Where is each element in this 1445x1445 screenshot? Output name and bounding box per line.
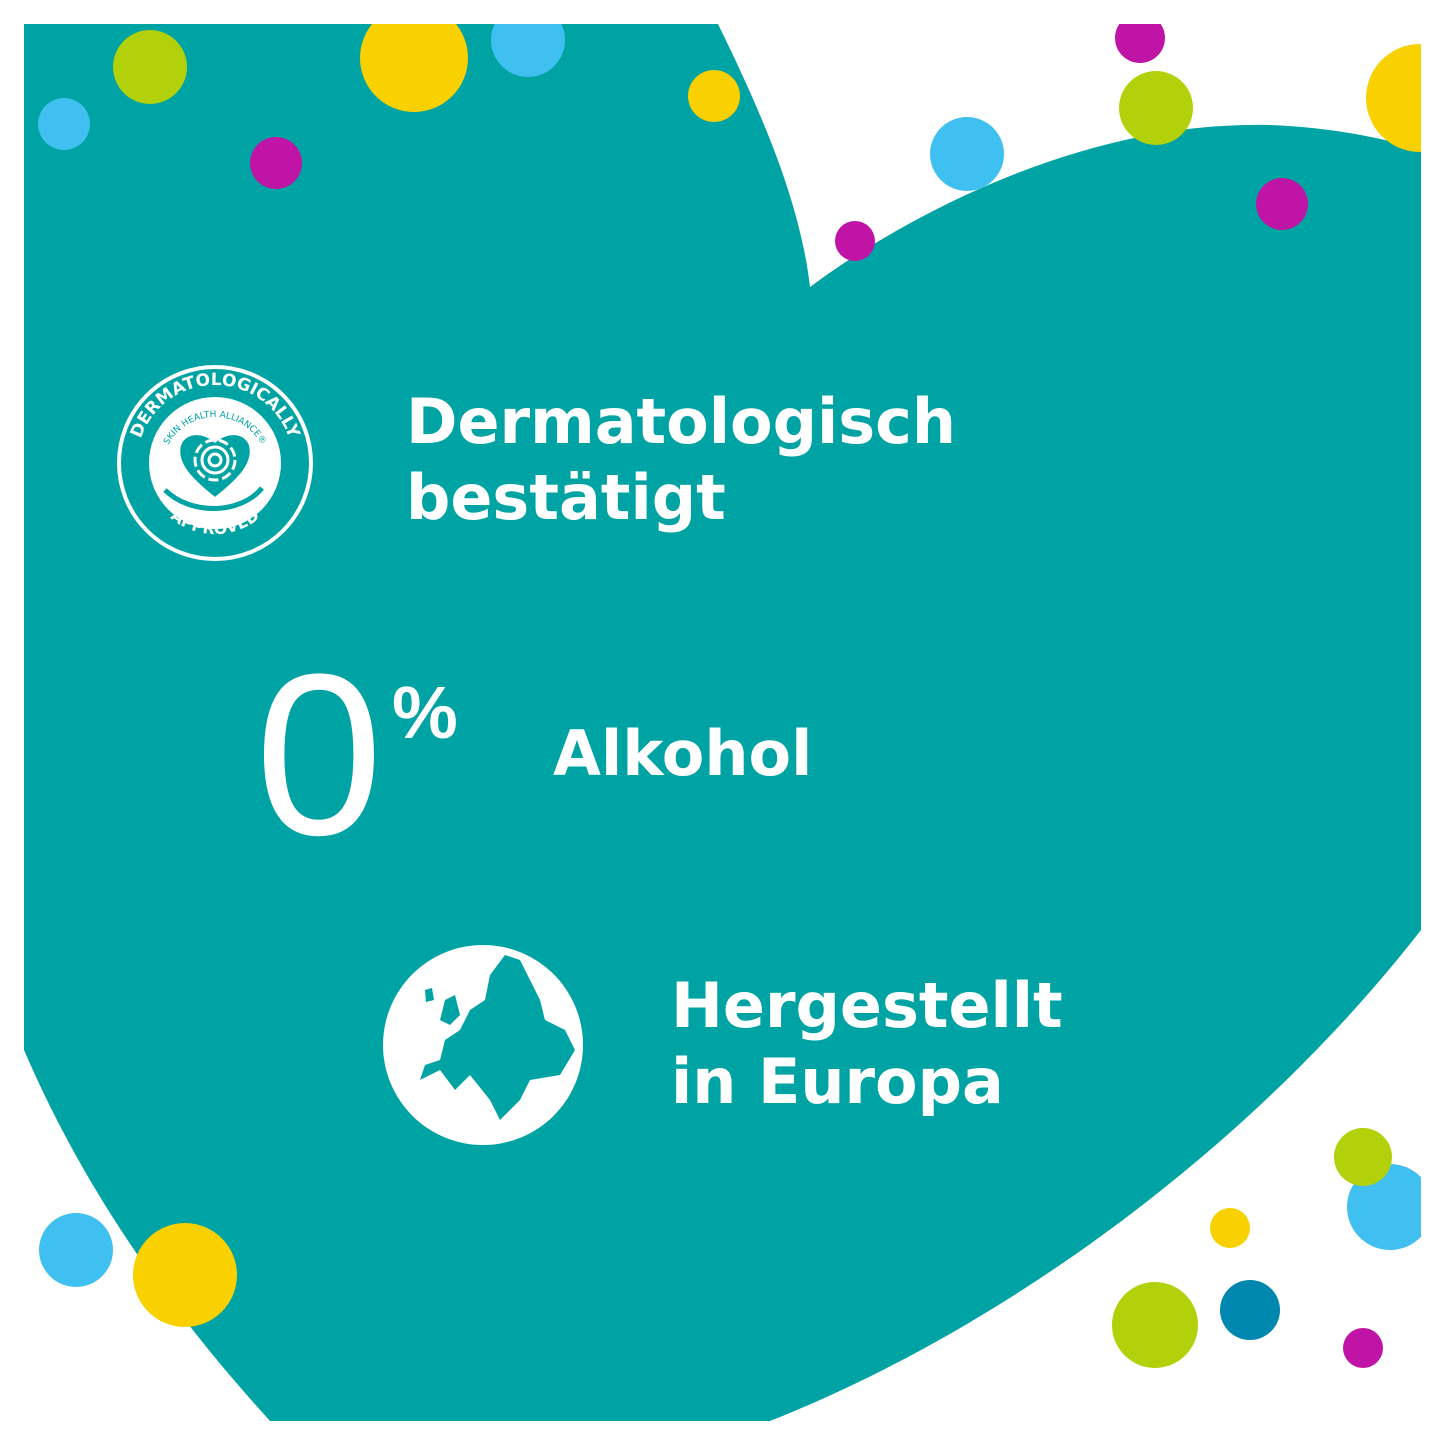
dot: [1112, 1282, 1198, 1368]
feature-made-in-europe: Hergestellt in Europa: [671, 968, 1063, 1120]
feature-line: Dermatologisch: [406, 385, 957, 458]
dot: [835, 221, 875, 261]
dot: [930, 117, 1004, 191]
dot: [133, 1223, 237, 1327]
dot: [250, 137, 302, 189]
feature-line: in Europa: [671, 1045, 1004, 1118]
dot: [1119, 71, 1193, 145]
dot: [360, 24, 468, 112]
dot: [1115, 24, 1165, 63]
alcohol-label: Alkohol: [553, 717, 813, 790]
feature-dermatology: Dermatologisch bestätigt: [406, 384, 956, 536]
dot: [1343, 1328, 1383, 1368]
dot: [38, 98, 90, 150]
zero-value: 0: [255, 626, 383, 883]
feature-line: Hergestellt: [671, 969, 1063, 1042]
dot: [1334, 1128, 1392, 1186]
teal-heart-shape: [24, 24, 1421, 1421]
feature-line: bestätigt: [406, 461, 726, 534]
hand-icon: [163, 486, 264, 511]
dot: [1220, 1280, 1280, 1340]
confetti-dots: [38, 24, 1421, 1368]
dot: [1366, 44, 1421, 152]
dot: [113, 30, 187, 104]
percent-sign: %: [392, 671, 458, 754]
dot: [39, 1213, 113, 1287]
dot: [688, 70, 740, 122]
dot: [491, 24, 565, 77]
europe-map-icon: [383, 945, 583, 1145]
fingerprint-heart-icon: [180, 435, 250, 497]
dot: [1256, 178, 1308, 230]
dot: [1210, 1208, 1250, 1248]
